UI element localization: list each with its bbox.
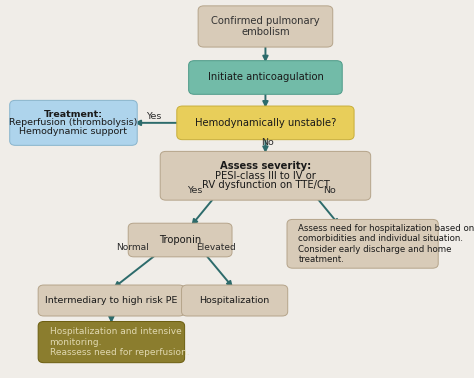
FancyBboxPatch shape bbox=[177, 106, 354, 139]
FancyBboxPatch shape bbox=[38, 285, 185, 316]
Text: Intermediary to high risk PE: Intermediary to high risk PE bbox=[45, 296, 178, 305]
Text: No: No bbox=[323, 186, 336, 195]
Text: Treatment:: Treatment: bbox=[44, 110, 103, 119]
Text: Troponin: Troponin bbox=[159, 235, 201, 245]
Text: Confirmed pulmonary
embolism: Confirmed pulmonary embolism bbox=[211, 15, 320, 37]
Text: PESI-class III to IV or: PESI-class III to IV or bbox=[215, 171, 316, 181]
FancyBboxPatch shape bbox=[198, 6, 333, 47]
Text: Hemodynamic support: Hemodynamic support bbox=[19, 127, 128, 136]
FancyBboxPatch shape bbox=[128, 223, 232, 257]
FancyBboxPatch shape bbox=[287, 219, 438, 268]
Text: Initiate anticoagulation: Initiate anticoagulation bbox=[208, 73, 323, 82]
Text: RV dysfunction on TTE/CT: RV dysfunction on TTE/CT bbox=[201, 180, 329, 190]
Text: Yes: Yes bbox=[187, 186, 202, 195]
Text: Normal: Normal bbox=[116, 243, 149, 253]
FancyBboxPatch shape bbox=[38, 321, 185, 363]
Text: No: No bbox=[262, 138, 274, 147]
Text: Assess severity:: Assess severity: bbox=[220, 161, 311, 171]
Text: Hospitalization and intensive
monitoring.
Reassess need for reperfusion.: Hospitalization and intensive monitoring… bbox=[49, 327, 189, 357]
Text: Hemodynamically unstable?: Hemodynamically unstable? bbox=[195, 118, 336, 128]
FancyBboxPatch shape bbox=[189, 60, 342, 94]
Text: Assess need for hospitalization based on
comorbidities and individual situation.: Assess need for hospitalization based on… bbox=[299, 224, 474, 264]
FancyBboxPatch shape bbox=[182, 285, 288, 316]
Text: Elevated: Elevated bbox=[196, 243, 236, 253]
FancyBboxPatch shape bbox=[9, 100, 137, 145]
Text: Yes: Yes bbox=[146, 112, 162, 121]
Text: Reperfusion (thrombolysis): Reperfusion (thrombolysis) bbox=[9, 118, 137, 127]
FancyBboxPatch shape bbox=[160, 151, 371, 200]
Text: Hospitalization: Hospitalization bbox=[200, 296, 270, 305]
